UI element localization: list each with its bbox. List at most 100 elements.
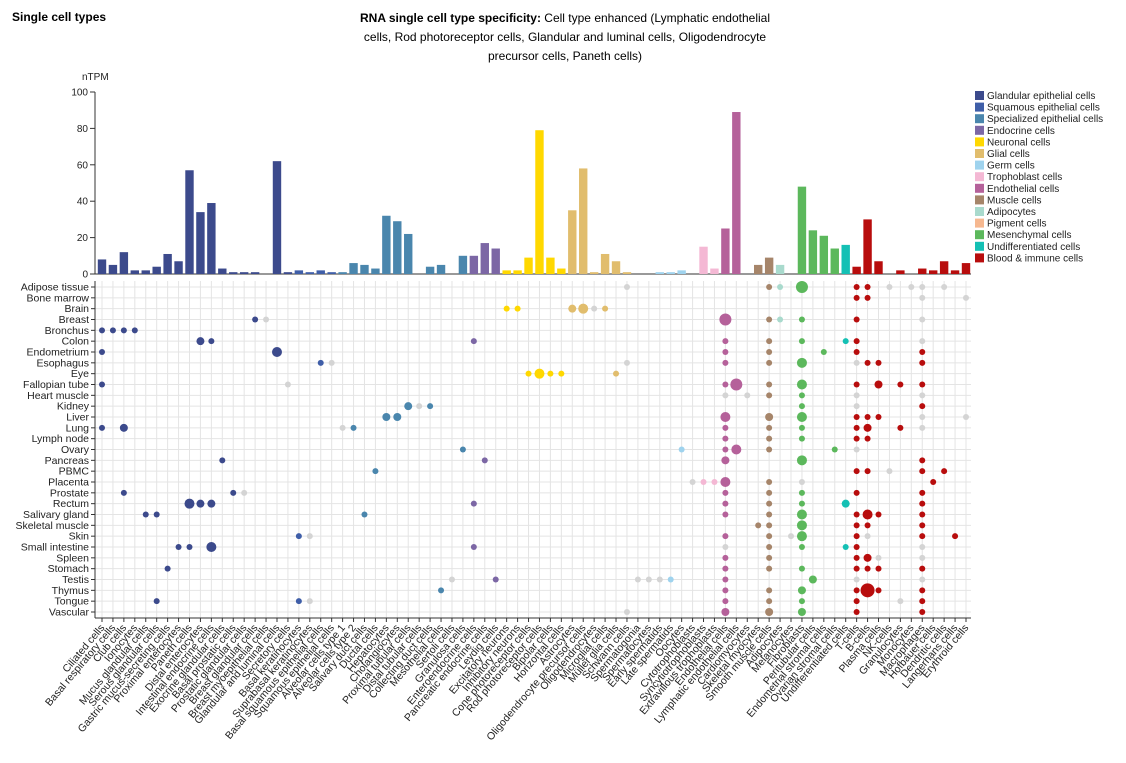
- bar: [239, 272, 249, 274]
- row-label: Prostate: [50, 487, 89, 499]
- dot: [853, 349, 860, 355]
- legend-swatch: [975, 218, 984, 228]
- dot: [766, 533, 773, 540]
- dot: [963, 294, 969, 301]
- dot: [853, 598, 860, 605]
- row-label: Lymph node: [32, 433, 90, 445]
- dot: [864, 522, 871, 529]
- dot: [875, 565, 882, 572]
- dot: [306, 598, 313, 605]
- dot: [919, 544, 926, 550]
- bar: [677, 270, 686, 274]
- bar: [939, 261, 949, 274]
- dot: [886, 284, 893, 290]
- dot: [184, 498, 195, 509]
- bar: [666, 272, 675, 274]
- dot: [798, 435, 805, 442]
- dot: [864, 435, 871, 442]
- dot: [547, 370, 554, 377]
- dot: [798, 338, 805, 345]
- dot: [798, 479, 805, 485]
- legend-label: Adipocytes: [987, 207, 1036, 218]
- legend-label: Squamous epithelial cells: [987, 103, 1100, 114]
- dot: [864, 468, 871, 475]
- dot: [120, 489, 127, 496]
- dot: [863, 423, 872, 432]
- dot: [196, 499, 205, 508]
- dot: [919, 414, 926, 420]
- dot: [766, 359, 773, 366]
- bar: [207, 203, 216, 274]
- bar: [961, 263, 971, 274]
- dot: [744, 392, 751, 399]
- bar: [589, 272, 599, 274]
- dot: [919, 500, 926, 507]
- dot: [448, 576, 455, 583]
- bar: [360, 264, 369, 274]
- dot: [777, 316, 784, 323]
- dot: [470, 544, 477, 550]
- row-label: Small intestine: [21, 542, 89, 554]
- dot: [317, 359, 324, 366]
- dot: [186, 544, 193, 550]
- bar: [841, 244, 850, 274]
- bar: [775, 264, 785, 274]
- dot: [361, 511, 368, 518]
- dot: [766, 316, 773, 323]
- dot: [623, 359, 630, 366]
- legend-label: Endocrine cells: [987, 126, 1055, 137]
- bar: [108, 264, 118, 274]
- row-label: Liver: [66, 412, 89, 424]
- dot: [919, 522, 926, 529]
- legend-label: Mesenchymal cells: [987, 230, 1071, 241]
- bar: [819, 235, 829, 274]
- bar: [557, 268, 566, 274]
- dot: [766, 424, 773, 431]
- dot: [99, 349, 105, 355]
- dot: [766, 598, 773, 605]
- dot: [720, 477, 731, 487]
- dot: [919, 457, 926, 464]
- legend-label: Neuronal cells: [987, 137, 1050, 148]
- row-label: Placenta: [48, 477, 89, 489]
- dot: [196, 337, 205, 346]
- dot: [295, 598, 302, 605]
- bar: [393, 221, 402, 274]
- row-label: Colon: [62, 336, 90, 348]
- dot: [721, 456, 730, 465]
- dot: [853, 338, 860, 345]
- bar: [622, 272, 632, 274]
- dot: [941, 284, 948, 290]
- dot: [722, 533, 729, 540]
- dot: [153, 598, 160, 605]
- dot: [919, 468, 926, 475]
- bar: [764, 257, 774, 274]
- dot: [207, 499, 216, 508]
- dot: [382, 413, 391, 421]
- legend-swatch: [975, 137, 984, 147]
- dot: [919, 576, 926, 583]
- bar: [469, 255, 479, 274]
- dot: [875, 359, 882, 366]
- bar: [294, 270, 304, 274]
- dot: [919, 338, 926, 345]
- row-label: Lung: [66, 422, 90, 434]
- row-label: Bone marrow: [27, 292, 90, 304]
- bar: [699, 246, 708, 274]
- dot: [99, 327, 105, 334]
- dot: [777, 284, 784, 290]
- legend-label: Germ cells: [987, 161, 1035, 172]
- dot: [842, 544, 849, 550]
- dot: [372, 468, 379, 475]
- dot: [853, 284, 860, 290]
- dot: [796, 455, 807, 466]
- dot: [722, 424, 729, 431]
- dot: [164, 565, 171, 572]
- dot: [252, 316, 259, 323]
- row-label: Salivary gland: [23, 509, 89, 521]
- dot: [719, 313, 732, 326]
- dot: [175, 544, 182, 550]
- bar: [349, 263, 358, 274]
- dot: [853, 576, 860, 583]
- row-label: Tongue: [55, 596, 90, 608]
